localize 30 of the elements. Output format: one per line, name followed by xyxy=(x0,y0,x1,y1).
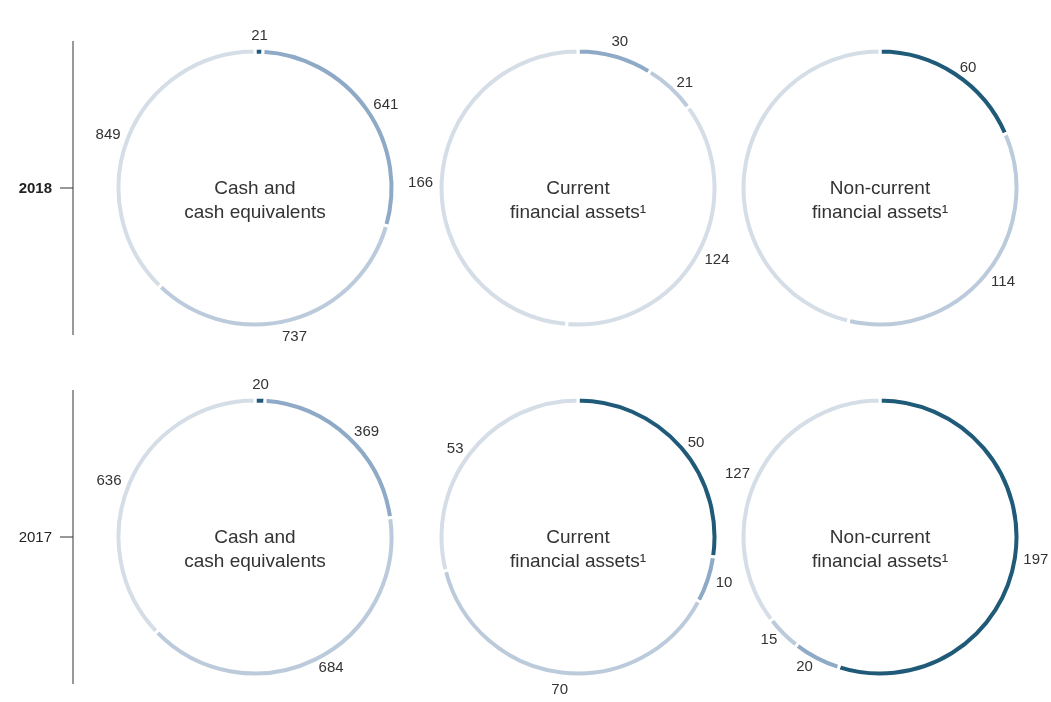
text: Non-current financial assets¹ xyxy=(811,177,949,222)
text: Non-current financial assets¹ xyxy=(811,526,949,571)
data-label: 21 xyxy=(676,72,694,90)
data-label: 70 xyxy=(551,679,568,697)
data-label: 30 xyxy=(611,31,629,49)
data-label: 684 xyxy=(318,658,344,676)
data-label: 10 xyxy=(715,573,733,591)
data-label: 60 xyxy=(959,57,977,75)
data-label: 166 xyxy=(408,172,434,190)
data-label: 737 xyxy=(282,326,308,344)
data-label: 15 xyxy=(760,630,778,648)
text: 2017 xyxy=(18,528,52,545)
text: Current financial assets¹ xyxy=(509,526,647,571)
data-label: 849 xyxy=(95,124,121,142)
data-label: 53 xyxy=(446,438,464,456)
data-label: 20 xyxy=(252,375,269,393)
data-label: 641 xyxy=(373,95,399,113)
data-label: 636 xyxy=(96,471,122,489)
data-label: 20 xyxy=(796,656,813,674)
text: Cash and cash equivalents xyxy=(184,526,326,571)
text: Cash and cash equivalents xyxy=(184,177,326,222)
text: Current financial assets¹ xyxy=(509,177,647,222)
data-label: 197 xyxy=(1023,550,1049,568)
text: 2018 xyxy=(18,179,52,196)
data-label: 124 xyxy=(704,249,730,267)
data-label: 21 xyxy=(251,26,268,44)
data-label: 114 xyxy=(991,272,1015,290)
data-label: 127 xyxy=(725,463,751,481)
data-label: 50 xyxy=(687,433,705,451)
data-label: 369 xyxy=(354,422,380,440)
